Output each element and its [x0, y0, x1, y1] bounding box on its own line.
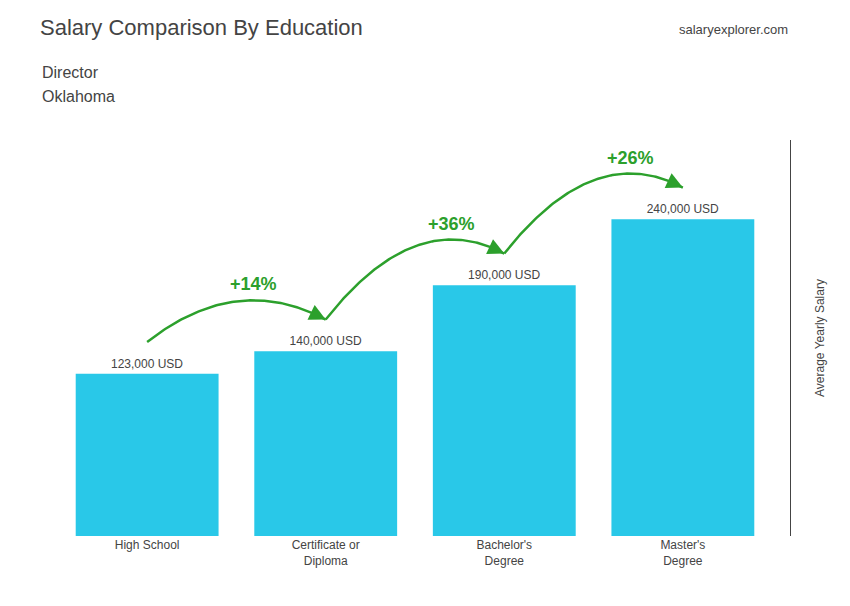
- svg-text:190,000 USD: 190,000 USD: [468, 268, 540, 282]
- svg-text:+14%: +14%: [230, 274, 277, 294]
- svg-text:Salary Comparison By Education: Salary Comparison By Education: [40, 15, 363, 40]
- svg-text:140,000 USD: 140,000 USD: [290, 334, 362, 348]
- svg-text:123,000 USD: 123,000 USD: [111, 357, 183, 371]
- svg-text:Director: Director: [42, 64, 99, 81]
- svg-text:240,000 USD: 240,000 USD: [647, 202, 719, 216]
- svg-text:High School: High School: [115, 538, 180, 552]
- svg-text:Certificate orDiploma: Certificate orDiploma: [292, 538, 360, 568]
- svg-text:Master'sDegree: Master'sDegree: [660, 538, 705, 568]
- svg-text:salaryexplorer.com: salaryexplorer.com: [679, 22, 788, 37]
- svg-text:Bachelor'sDegree: Bachelor'sDegree: [476, 538, 532, 568]
- svg-text:Average Yearly Salary: Average Yearly Salary: [813, 279, 827, 397]
- svg-text:+36%: +36%: [428, 214, 475, 234]
- svg-text:+26%: +26%: [607, 148, 654, 168]
- svg-text:Oklahoma: Oklahoma: [42, 88, 115, 105]
